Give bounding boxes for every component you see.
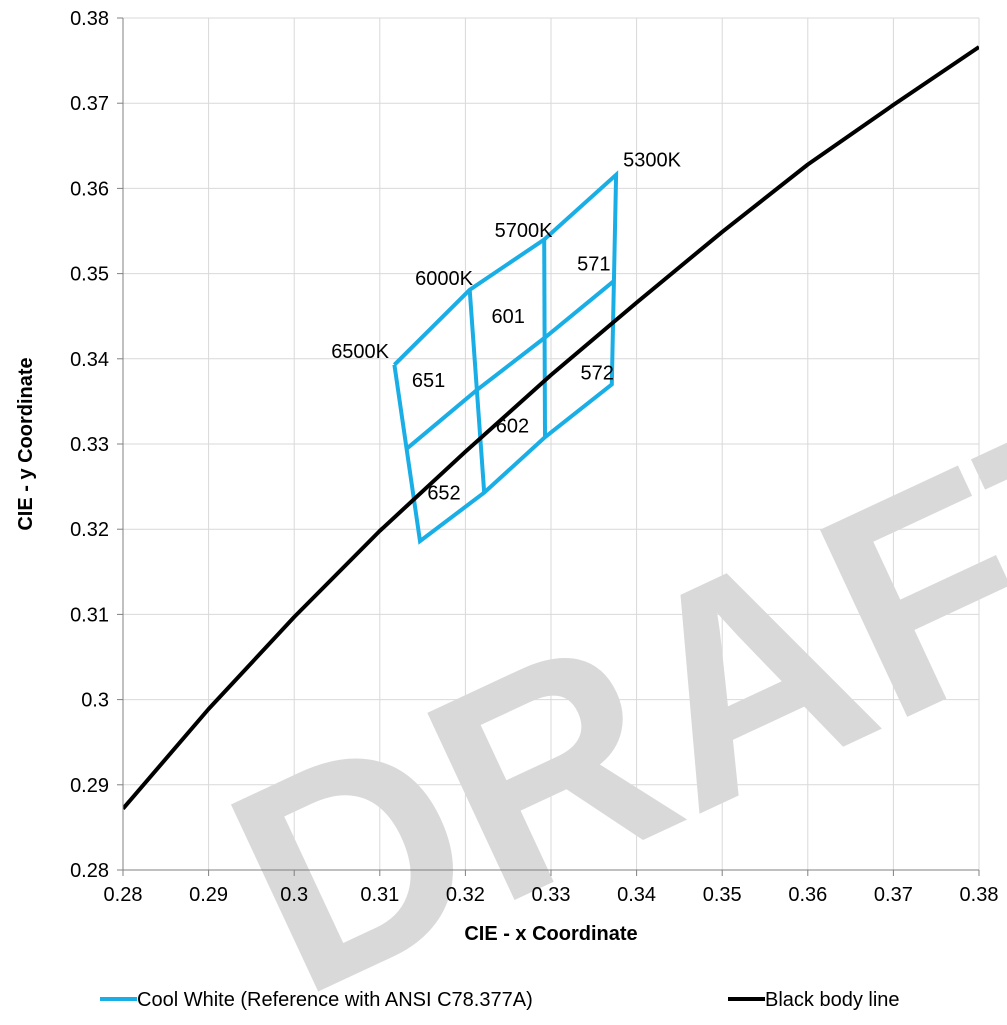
y-axis-title: CIE - y Coordinate	[15, 357, 37, 530]
y-tick-label: 0.36	[70, 178, 109, 200]
x-tick-label: 0.37	[874, 884, 913, 906]
black-body-line	[123, 45, 979, 811]
y-tick-label: 0.33	[70, 434, 109, 456]
x-tick-label: 0.29	[189, 884, 228, 906]
x-axis-title: CIE - x Coordinate	[464, 923, 637, 945]
cool-white-quadrangle-line	[392, 170, 619, 545]
y-tick-label: 0.3	[81, 690, 109, 712]
watermark: DRAFT	[185, 324, 1007, 1025]
y-tick-label: 0.28	[70, 860, 109, 882]
x-tick-label: 0.28	[104, 884, 143, 906]
x-tick-label: 0.38	[960, 884, 999, 906]
bin-label: 6500K	[331, 341, 389, 363]
x-tick-label: 0.3	[280, 884, 308, 906]
legend: Cool White (Reference with ANSI C78.377A…	[100, 989, 900, 1011]
x-tick-labels: 0.28 0.29 0.3 0.31 0.32 0.33 0.34 0.35 0.36 0.37 0…	[104, 884, 999, 906]
y-tick-label: 0.35	[70, 264, 109, 286]
axes	[117, 17, 980, 876]
y-tick-label: 0.38	[70, 8, 109, 30]
y-tick-label: 0.32	[70, 519, 109, 541]
y-tick-label: 0.29	[70, 775, 109, 797]
y-tick-label: 0.37	[70, 93, 109, 115]
x-tick-label: 0.33	[532, 884, 571, 906]
bin-label: 651	[412, 370, 445, 392]
bin-label: 602	[496, 415, 529, 437]
bin-label: 571	[577, 253, 610, 275]
gridlines	[123, 17, 980, 870]
watermark-text: DRAFT	[185, 324, 1007, 1025]
y-tick-label: 0.31	[70, 604, 109, 626]
bin-label: 5700K	[495, 220, 553, 242]
x-tick-label: 0.36	[788, 884, 827, 906]
annotations: 5300K 5700K 6000K 6500K 571 601 651 572 602 652	[331, 149, 681, 504]
cool-white-quadrangle-line	[405, 279, 615, 450]
x-tick-label: 0.31	[360, 884, 399, 906]
x-tick-label: 0.32	[446, 884, 485, 906]
bin-label: 601	[492, 306, 525, 328]
x-tick-label: 0.34	[617, 884, 656, 906]
series-layer	[123, 45, 979, 811]
bin-label: 652	[427, 483, 460, 505]
bin-label: 572	[581, 362, 614, 384]
bin-label: 5300K	[623, 149, 681, 171]
y-tick-labels: 0.38 0.37 0.36 0.35 0.34 0.33 0.32 0.31 0.3 0.29 0…	[70, 8, 109, 882]
y-tick-label: 0.34	[70, 349, 109, 371]
x-tick-label: 0.35	[703, 884, 742, 906]
legend-label-black-body: Black body line	[765, 989, 900, 1011]
bin-label: 6000K	[415, 268, 473, 290]
legend-label-cool-white: Cool White (Reference with ANSI C78.377A…	[137, 989, 533, 1011]
